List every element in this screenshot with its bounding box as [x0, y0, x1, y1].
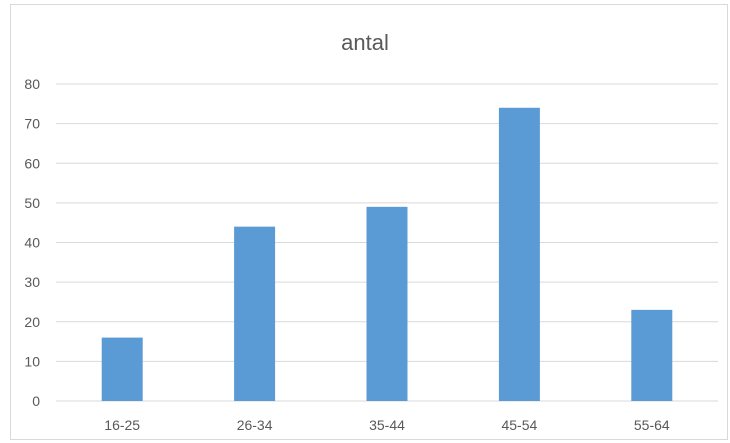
bar-26-34	[234, 226, 276, 401]
y-tick-label: 60	[24, 155, 40, 171]
chart-title: antal	[341, 30, 389, 55]
bars	[101, 107, 673, 402]
bar-45-54	[498, 107, 540, 402]
y-tick-label: 10	[24, 353, 40, 369]
y-tick-label: 80	[24, 76, 40, 92]
x-tick-label: 35-44	[369, 417, 405, 433]
y-tick-label: 70	[24, 116, 40, 132]
x-tick-label: 16-25	[104, 417, 140, 433]
x-tick-label: 55-64	[634, 417, 670, 433]
x-tick-label: 26-34	[237, 417, 273, 433]
x-tick-label: 45-54	[501, 417, 537, 433]
axes: 0 10 20 30 40 50 60 70 80 16-25 26-34 35-44 45-54 55-…	[24, 76, 669, 433]
y-tick-label: 20	[24, 314, 40, 330]
bar-55-64	[631, 309, 673, 401]
y-tick-label: 30	[24, 274, 40, 290]
y-tick-label: 0	[32, 393, 40, 409]
y-tick-label: 50	[24, 195, 40, 211]
bar-16-25	[101, 337, 143, 401]
bar-35-44	[366, 206, 408, 401]
y-tick-label: 40	[24, 235, 40, 251]
